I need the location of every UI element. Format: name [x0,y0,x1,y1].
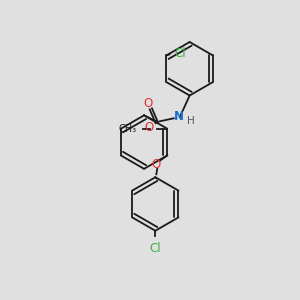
Text: N: N [174,110,184,123]
Text: H: H [187,116,194,126]
Text: Cl: Cl [149,242,161,255]
Text: O: O [143,97,153,110]
Text: CH₃: CH₃ [118,124,136,134]
Text: Cl: Cl [174,47,186,60]
Text: O: O [144,121,153,134]
Text: O: O [152,158,161,171]
